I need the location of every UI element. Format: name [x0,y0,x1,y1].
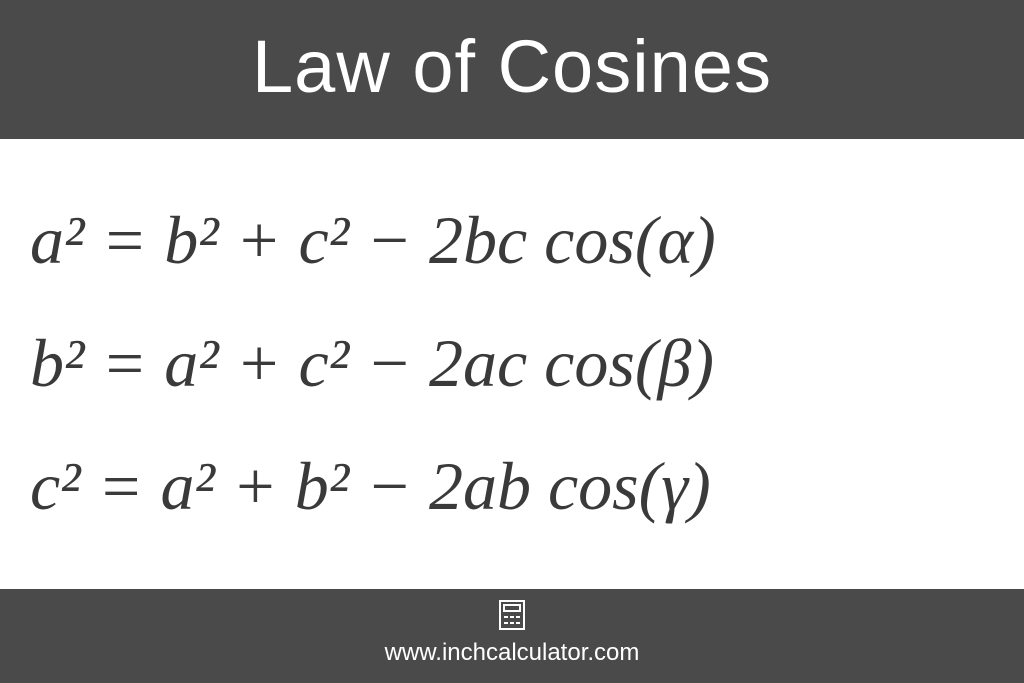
footer-url-text: www.inchcalculator.com [0,639,1024,667]
formula-content-area: a² = b² + c² − 2bc cos(α) b² = a² + c² −… [0,139,1024,589]
footer-banner: www.inchcalculator.com [0,589,1024,683]
page-title: Law of Cosines [252,25,772,108]
formula-row-c: c² = a² + b² − 2ab cos(γ) [30,446,994,528]
formula-row-b: b² = a² + c² − 2ac cos(β) [30,323,994,405]
calculator-icon [494,597,530,633]
page-title-banner: Law of Cosines [0,0,1024,139]
formula-row-a: a² = b² + c² − 2bc cos(α) [30,200,994,282]
